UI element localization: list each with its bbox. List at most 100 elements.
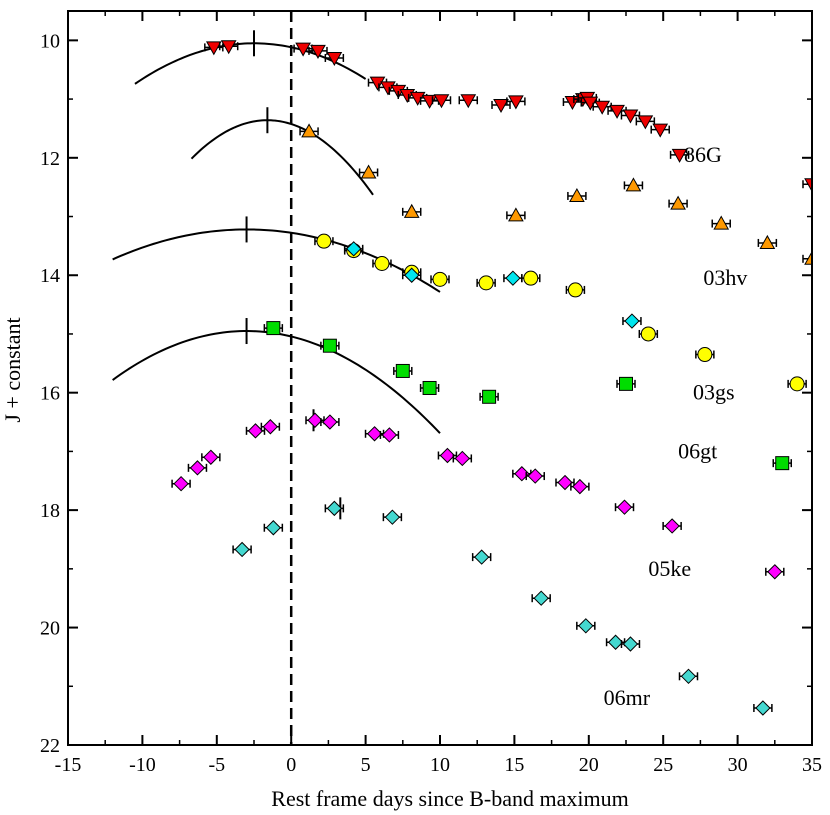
square-marker	[775, 456, 790, 471]
triangle-down-marker	[637, 115, 654, 130]
point-06mr-6	[576, 618, 596, 634]
circle-marker	[432, 271, 448, 287]
triangle-down-marker	[671, 148, 688, 163]
point-05ke-12	[525, 468, 545, 484]
point-86G-13	[491, 98, 511, 113]
x-tick-label: -15	[55, 754, 82, 776]
y-axis-title: J + constant	[0, 317, 25, 422]
point-06mr-3	[382, 509, 403, 525]
axes-layer: -15 -10 -5 0 5 10 15 20 25 30 35 10 12 14 16 18 20 22	[40, 10, 822, 776]
square-marker	[266, 321, 281, 336]
point-86G-11	[431, 94, 452, 109]
point-03gs-4	[430, 271, 450, 287]
point-05ke-6	[320, 414, 340, 430]
point-86G-14	[506, 95, 526, 110]
point-03hv-5	[623, 177, 644, 192]
point-cyan-extra-1	[401, 267, 422, 283]
diamond-marker	[505, 270, 521, 286]
point-03hv-8	[757, 234, 778, 249]
diamond-marker	[767, 564, 783, 580]
point-06gt-0	[263, 321, 284, 336]
diamond-marker	[454, 450, 471, 467]
point-05ke-0	[171, 475, 191, 492]
point-03hv-2	[401, 203, 422, 218]
diamond-marker	[326, 500, 343, 517]
triangle-down-marker	[220, 40, 237, 55]
triangle-up-marker	[403, 203, 420, 218]
diamond-marker	[578, 618, 594, 634]
point-03hv-4	[567, 187, 587, 202]
series-label-03gs: 03gs	[693, 380, 735, 405]
triangle-up-marker	[713, 215, 730, 230]
triangle-down-marker	[508, 95, 524, 110]
point-03hv-0	[299, 123, 319, 138]
circle-marker	[789, 376, 805, 392]
diamond-marker	[755, 700, 771, 716]
square-marker	[422, 380, 437, 395]
diamond-marker	[616, 499, 633, 515]
point-05ke-17	[765, 564, 785, 580]
point-05ke-3	[245, 423, 266, 439]
x-tick-label: 35	[802, 754, 822, 776]
point-86G-20	[607, 104, 627, 119]
x-tick-label: 10	[430, 754, 450, 776]
diamond-marker	[234, 541, 250, 558]
series-label-03hv: 03hv	[703, 265, 747, 290]
fit-curves-layer	[112, 30, 441, 520]
series-label-06mr: 06mr	[604, 685, 651, 710]
point-03gs-0	[314, 233, 334, 249]
triangle-down-marker	[433, 94, 450, 109]
point-06mr-0	[232, 541, 252, 558]
point-06gt-5	[616, 376, 636, 391]
diamond-marker	[439, 447, 456, 464]
point-03gs-10	[787, 376, 807, 392]
point-06mr-5	[531, 590, 551, 606]
point-86G-22	[635, 115, 656, 130]
point-05ke-11	[512, 466, 532, 482]
point-06mr-1	[263, 520, 284, 536]
triangle-down-marker	[460, 94, 477, 109]
point-86G-4	[324, 51, 345, 66]
x-axis-title: Rest frame days since B-band maximum	[271, 786, 628, 811]
y-tick-label: 16	[40, 383, 60, 405]
y-tick-label: 14	[40, 265, 60, 287]
triangle-up-marker	[804, 250, 812, 265]
diamond-marker	[404, 267, 420, 283]
point-03hv-6	[668, 195, 688, 210]
y-tick-label: 10	[40, 30, 60, 52]
circle-marker	[374, 255, 390, 271]
circle-marker	[567, 282, 583, 298]
circle-marker	[697, 347, 713, 363]
diamond-marker	[189, 460, 206, 476]
point-05ke-10	[452, 450, 473, 467]
circle-marker	[316, 233, 332, 249]
y-tick-label: 12	[40, 148, 60, 170]
point-03hv-9	[802, 250, 812, 265]
point-03hv-3	[506, 207, 526, 222]
triangle-up-marker	[759, 234, 776, 249]
point-05ke-15	[614, 499, 635, 515]
triangle-up-marker	[569, 187, 585, 202]
point-05ke-1	[187, 460, 208, 476]
point-06gt-1	[320, 338, 340, 353]
triangle-down-marker	[205, 41, 222, 56]
diamond-marker	[262, 419, 279, 435]
diamond-marker	[664, 518, 680, 534]
triangle-down-marker	[594, 100, 611, 115]
point-05ke-2	[201, 449, 221, 465]
diamond-marker	[247, 423, 264, 439]
point-cyan-extra-0	[343, 241, 364, 257]
point-03hv-1	[358, 164, 379, 179]
labels-layer: Rest frame days since B-band maximum J + …	[0, 142, 747, 811]
point-06gt-6	[772, 456, 792, 471]
triangle-up-marker	[670, 195, 686, 210]
x-tick-label: -10	[129, 754, 156, 776]
point-06mr-8	[620, 636, 641, 652]
point-86G-19	[592, 100, 612, 115]
point-06mr-4	[471, 549, 492, 565]
series-label-05ke: 05ke	[648, 556, 691, 581]
point-06gt-2	[393, 363, 413, 378]
x-tick-label: 25	[653, 754, 673, 776]
diamond-marker	[203, 449, 219, 465]
data-points-layer	[171, 40, 812, 716]
